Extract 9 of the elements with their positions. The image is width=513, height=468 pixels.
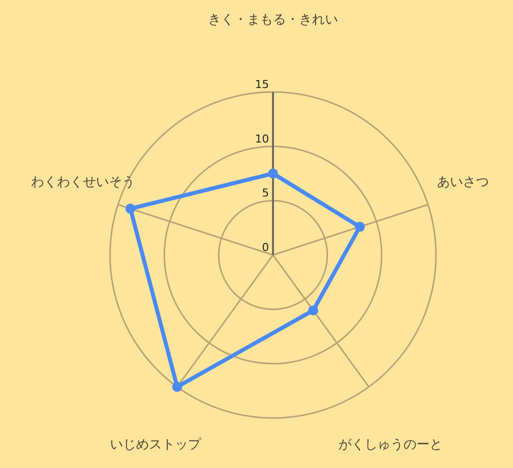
spoke-label: わくわくせいそう xyxy=(30,174,135,190)
y-tick-label: 0 xyxy=(262,241,269,254)
y-tick-label: 15 xyxy=(255,78,269,91)
spoke-label: きく・まもる・きれい xyxy=(208,12,338,28)
y-tick-label: 10 xyxy=(255,132,269,146)
y-tick-label: 5 xyxy=(262,186,269,200)
spoke-label: あいさつ xyxy=(437,174,490,190)
spoke-label: いじめストップ xyxy=(110,438,202,453)
spoke-label: がくしゅうのーと xyxy=(338,438,443,453)
